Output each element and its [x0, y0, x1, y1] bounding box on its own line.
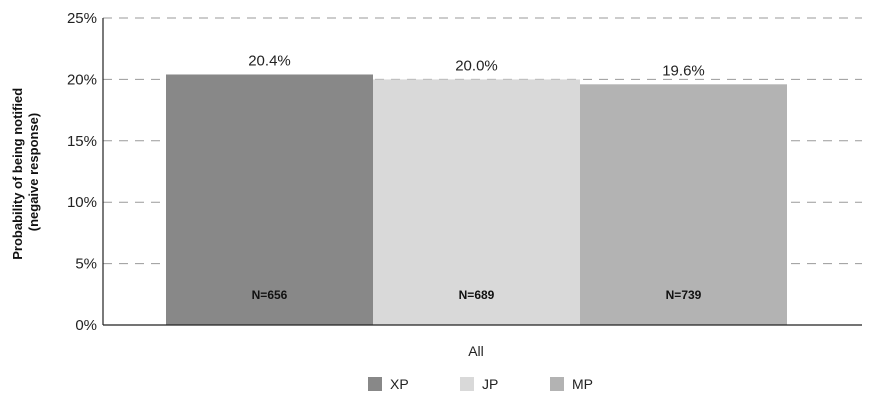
- y-tick-label: 20%: [67, 71, 97, 88]
- y-tick-label: 15%: [67, 133, 97, 150]
- value-label: 20.0%: [455, 57, 498, 74]
- y-axis-title: Probability of being notified (negaive r…: [10, 84, 41, 260]
- y-axis-title-line1: Probability of being notified: [10, 88, 25, 260]
- value-label: 20.4%: [248, 52, 291, 69]
- bar-jp: [373, 79, 580, 326]
- legend: XP JP MP: [368, 376, 593, 392]
- x-category-label: All: [468, 343, 484, 359]
- legend-label: MP: [572, 376, 593, 392]
- y-tick-labels: 0% 5% 10% 15% 20% 25%: [67, 10, 97, 334]
- value-label: 19.6%: [662, 62, 705, 79]
- y-tick-label: 10%: [67, 194, 97, 211]
- bars: [166, 74, 787, 326]
- y-tick-label: 0%: [75, 317, 97, 334]
- sample-size-label: N=739: [666, 288, 702, 302]
- data-labels: 20.4% N=656 20.0% N=689 19.6% N=739: [248, 52, 705, 302]
- sample-size-label: N=689: [459, 288, 495, 302]
- y-tick-label: 25%: [67, 10, 97, 27]
- legend-swatch-xp: [368, 377, 382, 391]
- legend-label: XP: [390, 376, 409, 392]
- bar-mp: [580, 84, 787, 325]
- legend-swatch-jp: [460, 377, 474, 391]
- y-axis-title-line2: (negaive response): [26, 113, 41, 232]
- sample-size-label: N=656: [252, 288, 288, 302]
- y-tick-label: 5%: [75, 256, 97, 273]
- legend-swatch-mp: [550, 377, 564, 391]
- legend-label: JP: [482, 376, 498, 392]
- bar-xp: [166, 74, 373, 325]
